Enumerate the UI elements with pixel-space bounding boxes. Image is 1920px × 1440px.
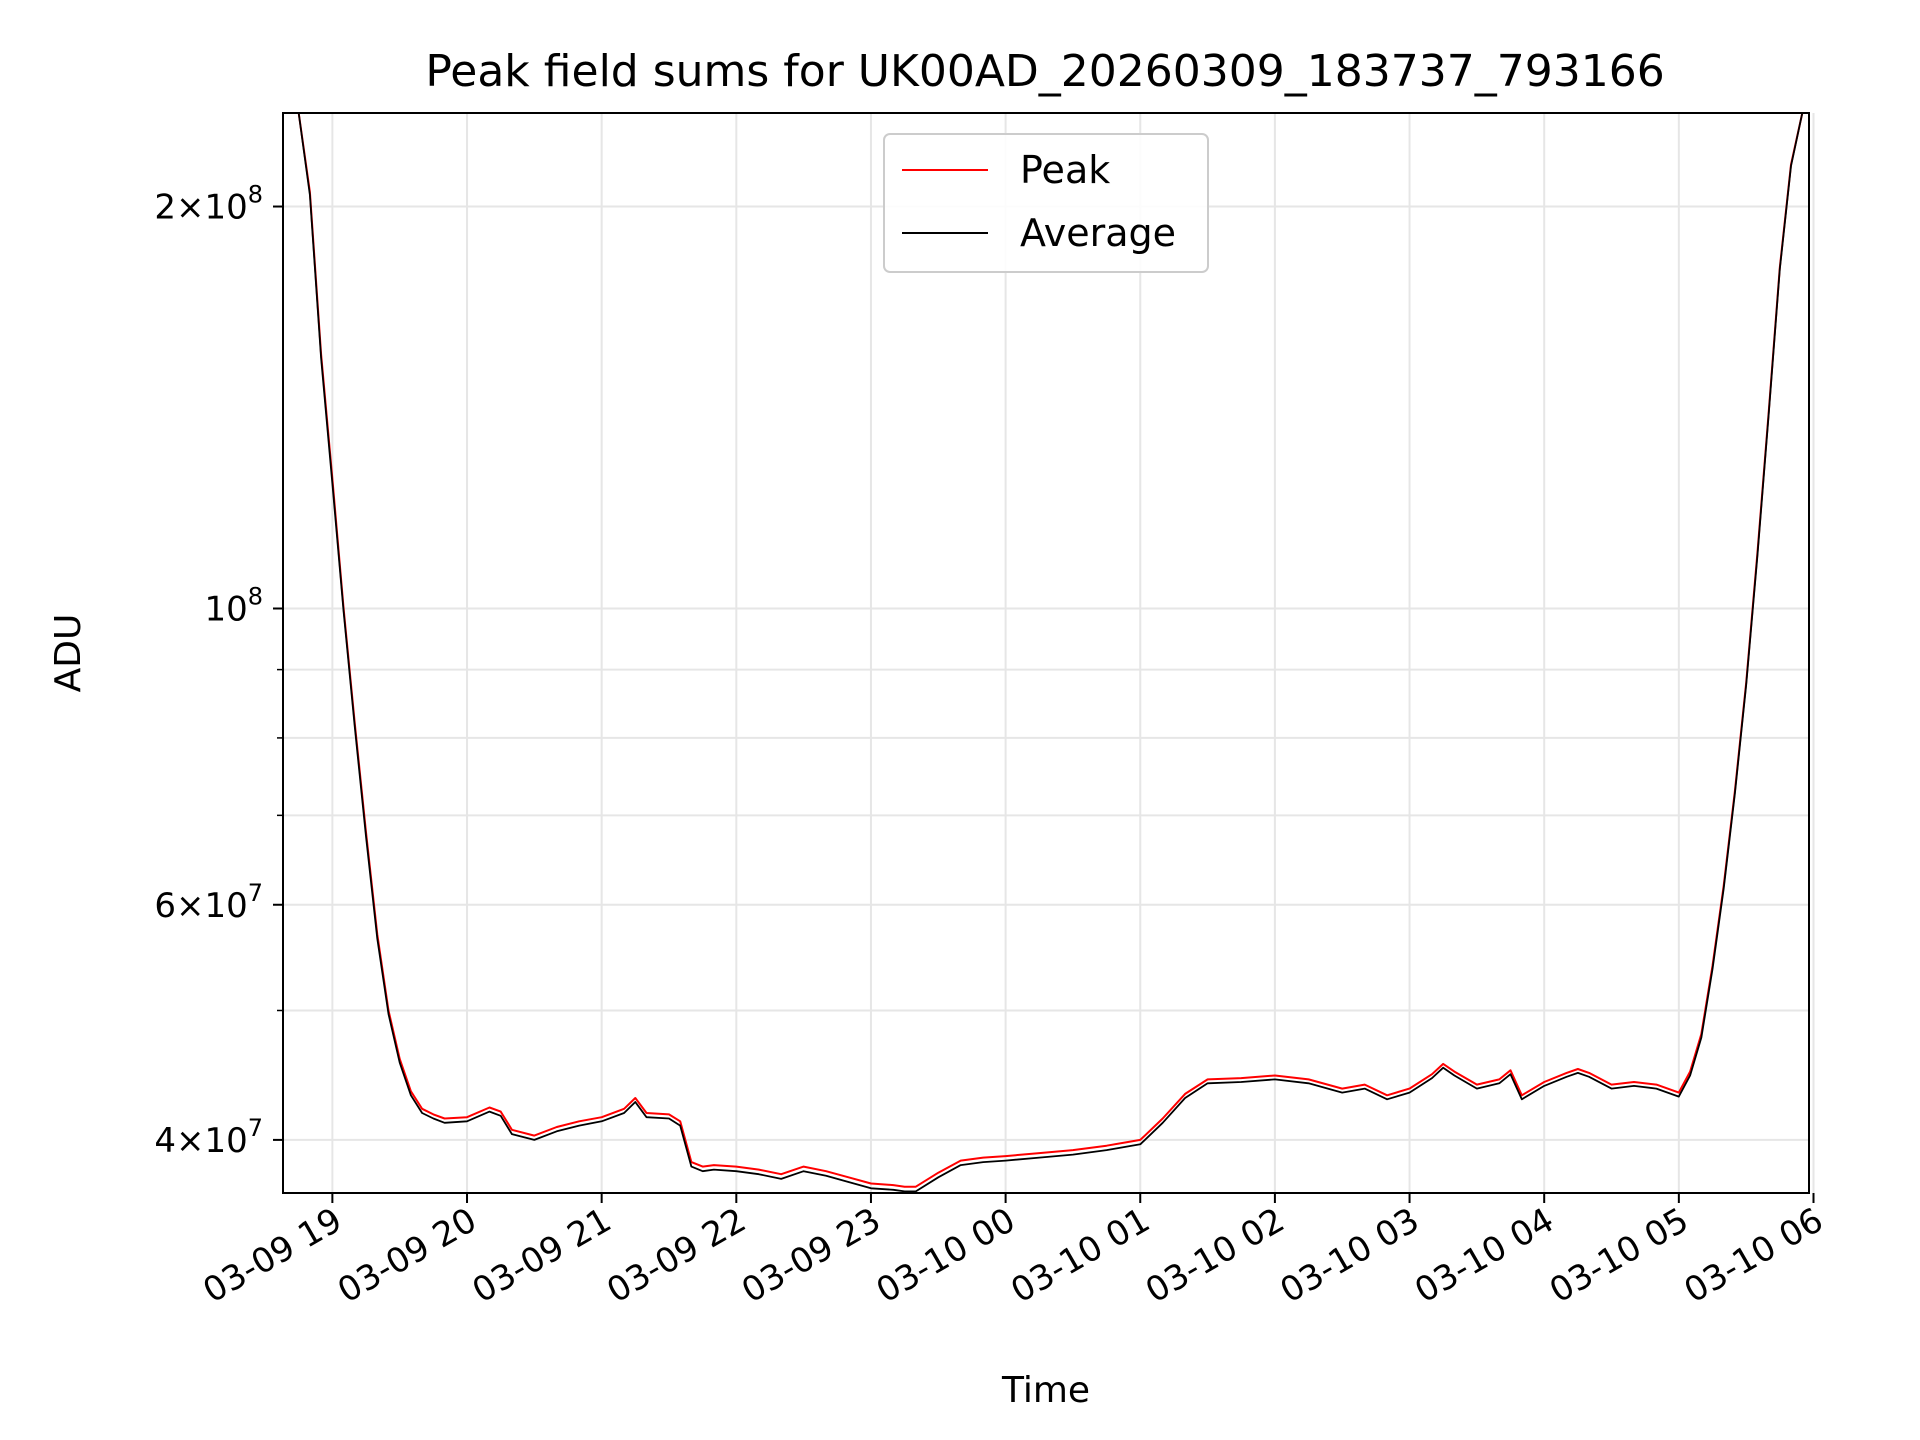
series-line-peak <box>297 113 1804 1188</box>
legend-label-average: Average <box>1020 211 1176 255</box>
legend: Peak Average <box>883 133 1209 273</box>
chart-title: Peak field sums for UK00AD_20260309_1837… <box>425 46 1664 97</box>
y-tick-label: 6×107 <box>154 879 263 926</box>
y-tick-mantissa: 4 <box>154 1121 176 1161</box>
y-tick-exponent: 8 <box>248 583 263 611</box>
y-tick-label: 108 <box>204 583 263 630</box>
series-line-average <box>297 113 1804 1193</box>
y-tick-exponent: 7 <box>248 879 263 907</box>
y-axis-label: ADU <box>48 614 89 693</box>
y-tick-mantissa: 2 <box>154 188 176 228</box>
y-tick-label: 2×108 <box>154 181 263 228</box>
legend-box <box>883 133 1209 273</box>
y-tick-times: ×10 <box>176 886 248 926</box>
y-tick-times: ×10 <box>176 1121 248 1161</box>
x-axis-label: Time <box>1001 1370 1090 1411</box>
y-tick-exponent: 8 <box>248 181 263 209</box>
y-tick-base: 10 <box>204 590 247 630</box>
y-tick-mantissa: 6 <box>154 886 176 926</box>
legend-label-peak: Peak <box>1020 148 1110 192</box>
grid <box>283 113 1815 1193</box>
y-tick-exponent: 7 <box>248 1114 263 1142</box>
y-tick-label: 4×107 <box>154 1114 263 1161</box>
series-layer <box>297 113 1804 1193</box>
plot-frame <box>282 112 1810 1194</box>
y-tick-times: ×10 <box>176 188 248 228</box>
